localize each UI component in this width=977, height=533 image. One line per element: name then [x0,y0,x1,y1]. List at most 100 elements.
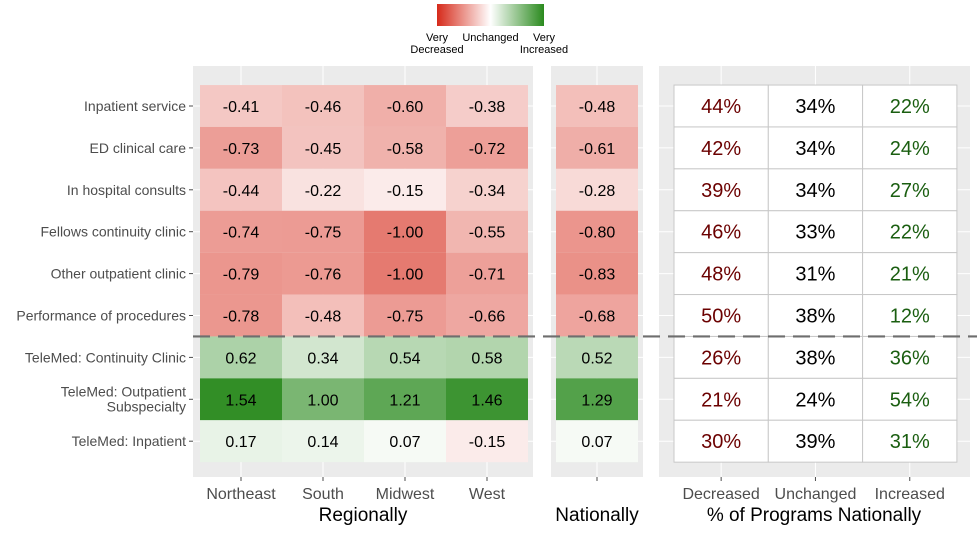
cell-value: -0.22 [305,183,342,200]
cell-value: -0.73 [223,141,260,158]
program-percent: 48% [701,264,741,286]
program-percent: 24% [795,389,835,411]
heatmap-cell [200,210,282,253]
heatmap-cell [200,252,282,295]
heatmap-cell [446,252,528,295]
heatmap-cell [364,210,446,253]
national-value: -0.61 [579,141,616,158]
program-percent: 36% [890,347,930,369]
row-label: ED clinical care [90,140,187,156]
program-percent: 34% [795,180,835,202]
program-cell [767,252,864,296]
program-cell [862,294,958,337]
cell-value: 1.46 [471,392,502,409]
heatmap-cell [364,294,446,337]
program-percent: 38% [795,306,835,328]
cell-value: -0.79 [223,267,260,284]
heatmap-cell [364,168,446,211]
heatmap-cell [200,336,282,379]
program-percent: 24% [890,138,930,160]
program-percent: 38% [795,347,835,369]
program-percent: 46% [701,222,741,244]
program-percent: 34% [795,96,835,118]
national-value: -0.48 [579,99,616,116]
cell-value: -0.38 [469,99,506,116]
heatmap-cell [446,210,528,253]
cell-value: -0.15 [387,183,424,200]
cell-value: -0.78 [223,309,260,326]
heatmap-cell [282,168,364,211]
national-cell [556,294,638,337]
program-cell [862,419,958,463]
heatmap-cell [364,252,446,295]
heatmap-cell [446,420,528,463]
heatmap-cell [446,85,528,127]
cell-value: -0.44 [223,183,260,200]
cell-value: -0.75 [305,225,342,242]
program-cell [673,419,769,463]
program-percent: 42% [701,138,741,160]
regional-title: Regionally [319,505,408,526]
program-cell [862,210,958,254]
row-label: TeleMed: Inpatient [72,433,187,449]
cell-value: -1.00 [387,225,424,242]
national-value: 0.07 [581,434,612,451]
legend-label: Unchanged [462,32,518,44]
cell-value: 0.07 [389,434,420,451]
cell-value: -0.60 [387,99,424,116]
national-cell [556,378,638,421]
heatmap-cell [282,85,364,127]
heatmap-cell [364,378,446,421]
national-cell [556,126,638,169]
heatmap-cell [282,210,364,253]
program-percent: 12% [890,306,930,328]
program-percent: 31% [795,264,835,286]
heatmap-cell [446,126,528,169]
program-percent: 22% [890,222,930,244]
program-percent: 50% [701,306,741,328]
program-cell [767,419,864,463]
national-value: -0.83 [579,267,616,284]
x-tick-label: Decreased [682,486,759,503]
cell-value: 0.17 [225,434,256,451]
program-cell [673,252,769,296]
x-tick-label: West [469,486,506,503]
cell-value: -0.74 [223,225,260,242]
program-cell [862,377,958,421]
cell-value: -1.00 [387,267,424,284]
cell-value: -0.55 [469,225,506,242]
legend-label: Very Increased [520,32,568,56]
national-cell [556,420,638,463]
program-cell [673,126,769,170]
program-cell [673,84,769,128]
heatmap-cell [446,168,528,211]
row-label: TeleMed: Outpatient Subspecialty [61,383,186,414]
cell-value: 1.54 [225,392,256,409]
national-value: -0.80 [579,225,616,242]
program-cell [862,168,958,212]
row-label: Fellows continuity clinic [41,224,187,240]
program-percent: 21% [701,389,741,411]
program-percent: 33% [795,222,835,244]
program-percent: 44% [701,96,741,118]
heatmap-cell [446,336,528,379]
row-label: Performance of procedures [16,308,186,324]
cell-value: -0.71 [469,267,506,284]
national-value: -0.28 [579,183,616,200]
national-title: Nationally [555,505,639,526]
program-percent: 22% [890,96,930,118]
heatmap-cell [200,126,282,169]
program-percent: 34% [795,138,835,160]
heatmap-cell [282,336,364,379]
cell-value: 1.21 [389,392,420,409]
national-cell [556,210,638,253]
program-cell [767,126,864,170]
program-cell [862,252,958,296]
program-percent: 21% [890,264,930,286]
x-tick-label: Unchanged [775,486,857,503]
cell-value: -0.72 [469,141,506,158]
heatmap-cell [200,420,282,463]
heatmap-cell [282,252,364,295]
program-percent: 26% [701,347,741,369]
